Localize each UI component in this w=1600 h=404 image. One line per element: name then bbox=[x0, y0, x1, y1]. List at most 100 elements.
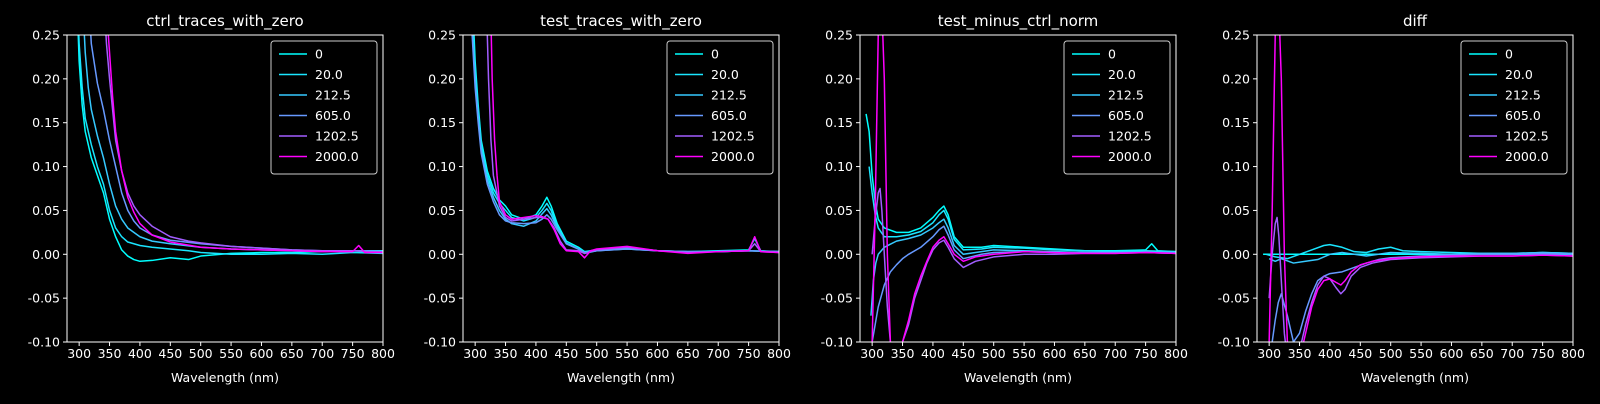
y-tick-label: -0.10 bbox=[28, 335, 60, 350]
y-tick-label: 0.20 bbox=[32, 71, 60, 86]
y-tick-label: -0.10 bbox=[821, 335, 853, 350]
x-tick-label: 550 bbox=[1012, 346, 1036, 361]
y-tick-label: 0.15 bbox=[32, 115, 60, 130]
series-line-4 bbox=[1271, 252, 1573, 342]
y-tick-label: 0.20 bbox=[825, 71, 853, 86]
x-tick-label: 700 bbox=[706, 346, 730, 361]
y-tick-label: -0.05 bbox=[424, 291, 456, 306]
x-tick-label: 500 bbox=[982, 346, 1006, 361]
x-tick-label: 450 bbox=[158, 346, 182, 361]
y-tick-label: 0.20 bbox=[428, 71, 456, 86]
legend-label-3: 212.5 bbox=[711, 88, 747, 103]
y-tick-label: 0.05 bbox=[428, 203, 456, 218]
x-tick-label: 500 bbox=[585, 346, 609, 361]
x-tick-label: 300 bbox=[860, 346, 884, 361]
y-tick-label: 0.10 bbox=[1222, 159, 1250, 174]
x-axis-label: Wavelength (nm) bbox=[964, 370, 1072, 385]
legend-label-6: 2000.0 bbox=[1505, 149, 1549, 164]
y-tick-label: 0.00 bbox=[825, 247, 853, 262]
x-tick-label: 400 bbox=[524, 346, 548, 361]
x-tick-label: 450 bbox=[951, 346, 975, 361]
x-tick-label: 350 bbox=[891, 346, 915, 361]
legend-label-3: 212.5 bbox=[1505, 88, 1541, 103]
axes-frame bbox=[66, 34, 384, 343]
x-tick-label: 500 bbox=[1379, 346, 1403, 361]
y-tick-label: 0.25 bbox=[825, 28, 853, 43]
x-tick-label: 600 bbox=[1043, 346, 1067, 361]
x-tick-label: 600 bbox=[646, 346, 670, 361]
y-tick-label: -0.05 bbox=[28, 291, 60, 306]
x-axis-label: Wavelength (nm) bbox=[1361, 370, 1469, 385]
y-tick-label: -0.05 bbox=[1218, 291, 1250, 306]
legend-label-1: 0 bbox=[711, 47, 719, 62]
x-tick-label: 700 bbox=[1103, 346, 1127, 361]
legend-label-3: 212.5 bbox=[315, 88, 351, 103]
y-tick-label: 0.10 bbox=[32, 159, 60, 174]
x-tick-label: 650 bbox=[676, 346, 700, 361]
chart-panel-1: 300 350 400 450 500 550 600 650 700 750 800 -0.10 -0… bbox=[28, 12, 395, 385]
y-tick-label: 0.25 bbox=[32, 28, 60, 43]
y-tick-label: 0.05 bbox=[32, 203, 60, 218]
y-tick-label: 0.15 bbox=[1222, 115, 1250, 130]
series-line-2 bbox=[78, 35, 383, 256]
x-tick-label: 700 bbox=[1500, 346, 1524, 361]
x-tick-label: 800 bbox=[1164, 346, 1188, 361]
series-group bbox=[865, 35, 1176, 342]
legend-label-4: 605.0 bbox=[1505, 108, 1541, 123]
axes-frame bbox=[1256, 34, 1574, 343]
legend-label-6: 2000.0 bbox=[711, 149, 755, 164]
legend-label-3: 212.5 bbox=[1108, 88, 1144, 103]
x-tick-label: 750 bbox=[737, 346, 761, 361]
x-tick-label: 400 bbox=[1318, 346, 1342, 361]
series-line-6 bbox=[1268, 35, 1573, 342]
x-axis-label: Wavelength (nm) bbox=[171, 370, 279, 385]
series-group bbox=[471, 35, 779, 259]
y-tick-label: 0.05 bbox=[825, 203, 853, 218]
x-tick-label: 350 bbox=[494, 346, 518, 361]
x-tick-label: 550 bbox=[615, 346, 639, 361]
x-tick-label: 800 bbox=[1561, 346, 1585, 361]
y-tick-label: 0.00 bbox=[1222, 247, 1250, 262]
legend-label-5: 1202.5 bbox=[1108, 129, 1152, 144]
x-tick-label: 750 bbox=[1531, 346, 1555, 361]
y-tick-label: 0.05 bbox=[1222, 203, 1250, 218]
x-tick-label: 650 bbox=[1073, 346, 1097, 361]
legend-label-2: 20.0 bbox=[1505, 67, 1533, 82]
legend-label-2: 20.0 bbox=[1108, 67, 1136, 82]
legend-label-4: 605.0 bbox=[1108, 108, 1144, 123]
legend: 0 20.0 212.5 605.0 1202.5 2000.0 bbox=[666, 40, 774, 175]
series-line-5 bbox=[105, 35, 383, 253]
x-tick-label: 500 bbox=[189, 346, 213, 361]
legend-label-5: 1202.5 bbox=[315, 129, 359, 144]
legend: 0 20.0 212.5 605.0 1202.5 2000.0 bbox=[1460, 40, 1568, 175]
x-tick-label: 800 bbox=[371, 346, 395, 361]
legend-label-5: 1202.5 bbox=[1505, 129, 1549, 144]
y-tick-label: 0.10 bbox=[428, 159, 456, 174]
chart-title: test_minus_ctrl_norm bbox=[938, 12, 1099, 31]
x-tick-label: 350 bbox=[1288, 346, 1312, 361]
x-tick-label: 400 bbox=[921, 346, 945, 361]
x-tick-label: 400 bbox=[128, 346, 152, 361]
legend-label-1: 0 bbox=[1505, 47, 1513, 62]
y-tick-label: 0.15 bbox=[825, 115, 853, 130]
y-tick-label: -0.10 bbox=[1218, 335, 1250, 350]
y-tick-label: 0.15 bbox=[428, 115, 456, 130]
chart-panel-4: 300 350 400 450 500 550 600 650 700 750 800 -0.10 -0… bbox=[1218, 12, 1585, 385]
legend-label-6: 2000.0 bbox=[1108, 149, 1152, 164]
series-line-6 bbox=[107, 35, 383, 254]
x-tick-label: 450 bbox=[554, 346, 578, 361]
y-tick-label: 0.25 bbox=[428, 28, 456, 43]
series-line-6 bbox=[490, 35, 779, 259]
x-tick-label: 750 bbox=[1134, 346, 1158, 361]
x-tick-label: 450 bbox=[1348, 346, 1372, 361]
y-tick-label: 0.00 bbox=[428, 247, 456, 262]
x-tick-label: 350 bbox=[98, 346, 122, 361]
legend: 0 20.0 212.5 605.0 1202.5 2000.0 bbox=[1063, 40, 1171, 175]
x-tick-label: 300 bbox=[67, 346, 91, 361]
x-tick-label: 300 bbox=[463, 346, 487, 361]
series-group bbox=[77, 35, 383, 263]
series-line-3 bbox=[1268, 251, 1573, 264]
x-tick-label: 650 bbox=[1470, 346, 1494, 361]
chart-title: diff bbox=[1403, 12, 1428, 30]
